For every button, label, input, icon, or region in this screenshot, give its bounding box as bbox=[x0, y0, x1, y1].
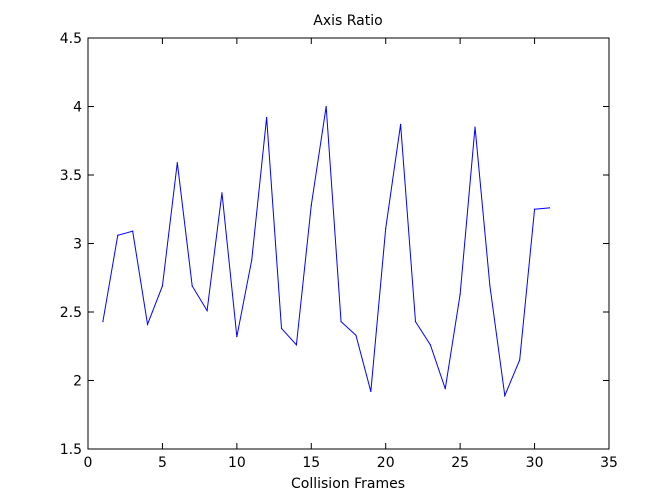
data-point bbox=[146, 323, 149, 325]
y-tick-label: 4 bbox=[73, 100, 82, 116]
y-tick-label: 2.5 bbox=[60, 305, 82, 321]
data-point bbox=[161, 285, 164, 287]
y-tick-label: 3 bbox=[73, 237, 82, 253]
plot-area bbox=[87, 37, 610, 450]
data-point bbox=[236, 336, 238, 338]
data-point bbox=[548, 207, 551, 209]
data-point bbox=[206, 310, 208, 312]
x-axis-label: Collision Frames bbox=[291, 476, 405, 492]
data-point bbox=[474, 126, 476, 128]
data-point bbox=[295, 344, 297, 346]
data-point bbox=[414, 320, 417, 323]
x-tick-label: 15 bbox=[302, 455, 320, 471]
data-point bbox=[355, 334, 357, 336]
data-point bbox=[533, 208, 536, 210]
y-tick-label: 2 bbox=[73, 374, 82, 390]
y-tick-label: 1.5 bbox=[60, 442, 82, 458]
chart-title: Axis Ratio bbox=[313, 13, 382, 29]
axis-ticks bbox=[87, 37, 610, 450]
data-point bbox=[459, 293, 461, 295]
x-tick-label: 25 bbox=[451, 455, 469, 471]
x-tick-label: 10 bbox=[228, 455, 246, 471]
data-point bbox=[191, 285, 193, 287]
x-tick-label: 0 bbox=[84, 455, 93, 471]
data-point bbox=[266, 116, 268, 119]
x-tick-label: 20 bbox=[377, 455, 395, 471]
axis-tick-labels: 0 5 10 15 20 25 30 35 1.5 2 2.5 3 3.5 4 4.5 bbox=[60, 31, 618, 471]
data-point bbox=[176, 162, 178, 164]
y-tick-label: 4.5 bbox=[60, 31, 82, 47]
x-tick-label: 30 bbox=[526, 455, 544, 471]
data-point bbox=[519, 359, 521, 361]
data-point bbox=[489, 285, 491, 287]
data-point bbox=[102, 320, 104, 323]
data-point bbox=[385, 227, 387, 230]
data-point bbox=[325, 105, 327, 108]
data-point bbox=[117, 234, 119, 236]
data-point bbox=[370, 390, 372, 393]
data-point bbox=[400, 123, 402, 125]
data-point bbox=[221, 192, 223, 194]
x-tick-label: 5 bbox=[158, 455, 167, 471]
series-layer bbox=[102, 105, 551, 398]
x-tick-label: 35 bbox=[600, 455, 618, 471]
y-tick-label: 3.5 bbox=[60, 168, 82, 184]
data-point bbox=[340, 320, 342, 323]
data-point bbox=[251, 259, 253, 261]
data-point bbox=[310, 204, 312, 206]
data-point bbox=[504, 394, 506, 397]
data-point bbox=[429, 344, 431, 346]
data-point bbox=[132, 230, 134, 232]
data-point bbox=[444, 388, 446, 390]
data-point bbox=[280, 327, 283, 330]
